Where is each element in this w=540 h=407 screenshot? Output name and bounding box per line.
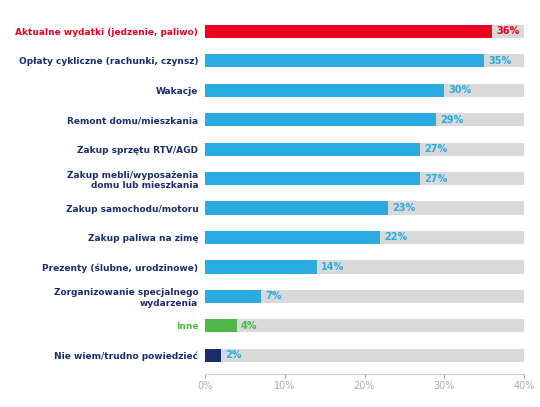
Bar: [205, 260, 524, 274]
Bar: [205, 201, 388, 214]
Bar: [205, 172, 420, 185]
Bar: [205, 290, 261, 303]
Bar: [205, 260, 316, 274]
Text: 23%: 23%: [393, 203, 416, 213]
Bar: [205, 113, 436, 126]
Text: 14%: 14%: [321, 262, 344, 272]
Bar: [205, 172, 524, 185]
Text: 4%: 4%: [241, 321, 258, 331]
Text: 22%: 22%: [384, 232, 408, 243]
Text: 27%: 27%: [424, 144, 448, 154]
Bar: [205, 142, 420, 156]
Bar: [205, 319, 524, 333]
Bar: [205, 54, 484, 68]
Bar: [205, 201, 524, 214]
Bar: [205, 83, 444, 97]
Bar: [205, 319, 237, 333]
Bar: [205, 231, 380, 244]
Text: 29%: 29%: [440, 115, 463, 125]
Text: 27%: 27%: [424, 174, 448, 184]
Bar: [205, 349, 524, 362]
Text: 2%: 2%: [225, 350, 241, 360]
Bar: [205, 25, 492, 38]
Text: 7%: 7%: [265, 291, 281, 302]
Bar: [205, 83, 524, 97]
Bar: [205, 54, 524, 68]
Bar: [205, 142, 524, 156]
Bar: [205, 290, 524, 303]
Bar: [205, 231, 524, 244]
Bar: [205, 113, 524, 126]
Bar: [205, 25, 524, 38]
Text: 30%: 30%: [448, 85, 471, 95]
Bar: [205, 349, 221, 362]
Text: 36%: 36%: [496, 26, 519, 36]
Text: 35%: 35%: [488, 56, 511, 66]
